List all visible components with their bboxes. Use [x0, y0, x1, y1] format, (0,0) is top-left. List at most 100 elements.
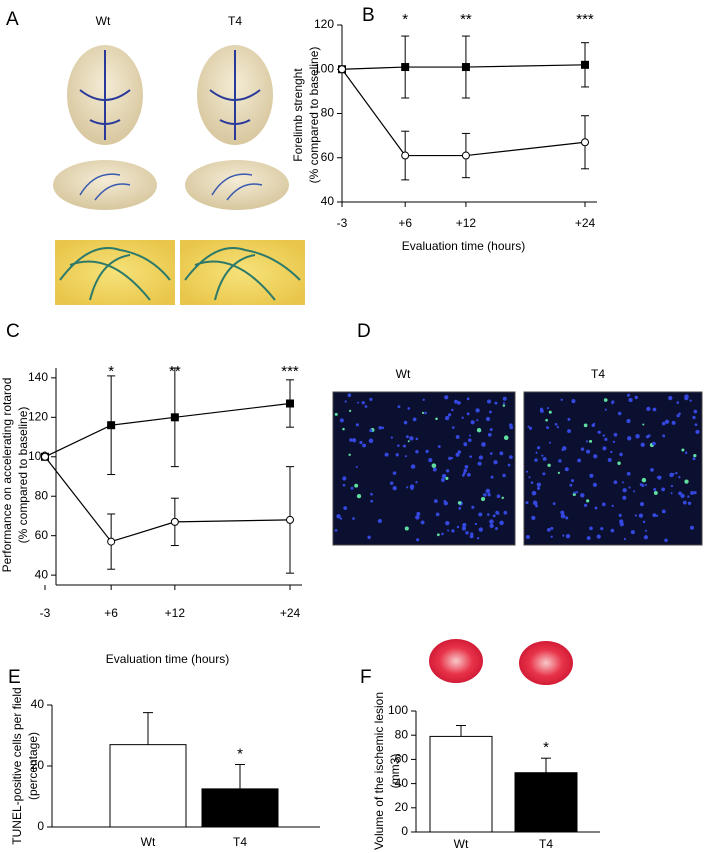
cell-dot — [676, 414, 680, 418]
cell-dot — [416, 538, 420, 542]
cell-dot — [404, 455, 407, 458]
cell-dot — [690, 525, 695, 530]
cell-dot — [342, 427, 345, 431]
cell-dot — [463, 468, 468, 473]
y-tick-label: 40 — [35, 567, 49, 581]
cell-dot — [671, 420, 676, 425]
cell-dot — [633, 490, 636, 493]
cell-dot — [580, 493, 585, 498]
y-tick-label: 60 — [395, 752, 409, 766]
cell-dot — [548, 410, 552, 414]
cell-dot — [534, 458, 538, 462]
cell-dot — [531, 515, 536, 520]
cell-dot — [444, 395, 449, 400]
cell-dot — [610, 528, 615, 533]
cell-dot — [693, 453, 697, 458]
cell-dot — [580, 447, 585, 451]
cell-dot — [530, 481, 534, 484]
cell-dot — [457, 450, 462, 454]
point — [461, 151, 470, 160]
cell-dot — [352, 517, 355, 520]
cell-dot — [662, 434, 666, 438]
cell-dot — [594, 506, 598, 510]
cell-dot — [455, 452, 460, 457]
x-tick-label: +12 — [456, 216, 477, 230]
cell-dot — [415, 450, 419, 454]
x-tick-label: +24 — [280, 606, 301, 620]
cell-dot — [434, 499, 438, 503]
x-tick-label: +6 — [104, 606, 118, 620]
cell-dot — [589, 439, 593, 443]
y-axis-label: (% compared to baseline) — [307, 47, 321, 184]
cell-dot — [425, 449, 429, 454]
cell-dot — [684, 451, 688, 455]
cell-dot — [664, 538, 668, 543]
bar — [514, 772, 578, 833]
cell-dot — [548, 441, 552, 444]
cell-dot — [583, 503, 588, 508]
image-label: T4 — [591, 367, 605, 381]
cell-dot — [639, 483, 643, 486]
cell-dot — [650, 468, 654, 472]
series-line — [44, 456, 291, 543]
cell-dot — [692, 457, 696, 461]
cell-dot — [481, 442, 486, 447]
bar — [201, 788, 279, 828]
cell-dot — [361, 401, 365, 405]
cell-dot — [546, 426, 550, 430]
series-line — [341, 68, 586, 157]
cell-dot — [409, 484, 415, 489]
cell-dot — [583, 423, 588, 428]
cell-dot — [392, 486, 397, 491]
y-tick-label: 120 — [28, 409, 48, 423]
panel-label: A — [6, 9, 19, 30]
cell-dot — [499, 451, 504, 456]
cell-dot — [334, 528, 338, 532]
x-tick-label: Wt — [454, 837, 469, 851]
cell-dot — [489, 410, 492, 414]
cell-dot — [456, 525, 460, 529]
cell-dot — [601, 502, 606, 507]
point — [401, 151, 410, 160]
error-bar — [143, 712, 153, 745]
cell-dot — [542, 456, 547, 461]
cell-dot — [489, 452, 493, 455]
cell-dot — [591, 423, 595, 428]
cell-dot — [645, 529, 648, 532]
cell-dot — [474, 522, 478, 526]
cell-dot — [412, 417, 417, 422]
cell-dot — [586, 536, 591, 541]
cell-dot — [503, 510, 508, 515]
cell-dot — [676, 401, 680, 404]
significance: * — [108, 363, 114, 380]
cell-dot — [462, 522, 467, 528]
cell-dot — [509, 455, 513, 459]
cell-dot — [487, 432, 492, 437]
cell-dot — [613, 480, 618, 485]
x-tick-label: T4 — [539, 837, 553, 851]
cell-dot — [670, 484, 674, 488]
cell-dot — [357, 401, 360, 404]
cell-dot — [436, 533, 440, 537]
cell-dot — [494, 401, 498, 405]
cell-dot — [487, 493, 491, 497]
cell-dot — [602, 434, 605, 437]
cell-dot — [467, 472, 471, 477]
bar — [429, 735, 493, 833]
cell-dot — [424, 411, 427, 415]
cell-dot — [617, 411, 622, 416]
y-tick-label: 40 — [395, 776, 409, 790]
cell-dot — [501, 496, 504, 500]
point — [581, 138, 589, 147]
cell-dot — [349, 409, 352, 413]
cell-dot — [668, 395, 673, 401]
cell-dot — [478, 527, 484, 532]
cell-dot — [407, 440, 410, 443]
cell-dot — [404, 526, 409, 531]
cell-dot — [560, 398, 563, 401]
cell-dot — [621, 481, 624, 484]
cell-dot — [476, 537, 480, 540]
cell-dot — [403, 420, 408, 425]
cell-dot — [586, 499, 590, 503]
cell-dot — [493, 460, 498, 465]
